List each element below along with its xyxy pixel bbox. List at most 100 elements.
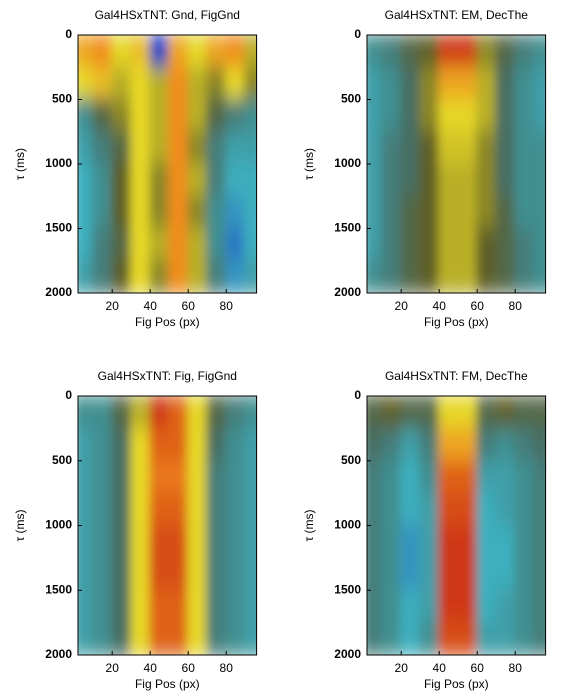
heat-cell [149, 524, 171, 559]
heat-cell [206, 427, 228, 462]
heat-cell [187, 556, 209, 592]
heat-cell [514, 259, 536, 293]
heat-cell [438, 556, 460, 592]
heat-cell [187, 492, 209, 527]
heat-cell [78, 35, 95, 69]
y-tick-label: 0 [354, 27, 361, 41]
heat-cell [514, 621, 536, 655]
heat-cell [168, 163, 190, 198]
heatmap-body [367, 396, 546, 655]
heat-cell [244, 130, 257, 165]
heat-cell [367, 621, 384, 655]
heat-cell [514, 427, 536, 462]
heat-cell [92, 227, 114, 262]
heat-cell [514, 396, 536, 430]
heat-cell [206, 459, 228, 495]
heat-cell [187, 259, 209, 293]
x-tick-label: 20 [106, 299, 120, 313]
heat-cell [419, 195, 441, 230]
heat-cell [168, 396, 190, 430]
y-tick-label: 0 [354, 388, 361, 402]
heat-cell [514, 589, 536, 624]
heat-cell [206, 195, 228, 230]
y-tick-label: 1000 [334, 518, 361, 532]
y-tick-label: 0 [65, 388, 72, 402]
heat-cell [476, 621, 498, 655]
heat-cell [419, 459, 441, 495]
y-axis-label: τ (ms) [13, 509, 27, 541]
heat-cell [400, 427, 422, 462]
heat-cell [244, 556, 257, 592]
heat-cell [92, 427, 114, 462]
heat-cell [111, 195, 133, 230]
heat-cell [244, 227, 257, 262]
heatmap-body [78, 35, 257, 293]
heat-cell [457, 589, 479, 624]
heat-cell [111, 35, 133, 69]
heat-cell [111, 130, 133, 165]
heat-cell [111, 66, 133, 101]
y-tick-label: 1000 [45, 518, 72, 532]
heat-cell [149, 396, 171, 430]
heat-cell [168, 227, 190, 262]
heat-cell [244, 621, 257, 655]
heat-cell [187, 459, 209, 495]
heat-cell [514, 66, 536, 101]
heat-cell [78, 163, 95, 198]
chart-title: Gal4HSxTNT: Fig, FigGnd [98, 369, 237, 383]
heat-cell [533, 227, 546, 262]
heat-cell [168, 66, 190, 101]
heat-cell [533, 130, 546, 165]
y-tick-label: 1500 [334, 221, 361, 235]
heat-cell [476, 35, 498, 69]
heat-cell [130, 195, 152, 230]
heat-cell [381, 556, 403, 592]
heat-cell [381, 621, 403, 655]
heat-cell [400, 130, 422, 165]
heat-cell [457, 427, 479, 462]
heat-cell [111, 227, 133, 262]
heat-cell [438, 35, 460, 69]
heat-cell [111, 427, 133, 462]
x-tick-label: 80 [509, 299, 523, 313]
heat-cell [400, 66, 422, 101]
heat-cell [130, 589, 152, 624]
heat-cell [225, 98, 247, 133]
heat-cell [244, 396, 257, 430]
heat-cell [367, 589, 384, 624]
heat-cell [244, 524, 257, 559]
heat-cell [168, 259, 190, 293]
heat-cell [400, 163, 422, 198]
heat-cell [476, 259, 498, 293]
heat-cell [187, 524, 209, 559]
heat-cell [225, 227, 247, 262]
heat-cell [476, 492, 498, 527]
heat-cell [206, 621, 228, 655]
heat-cell [400, 459, 422, 495]
heat-cell [457, 195, 479, 230]
heat-cell [244, 66, 257, 101]
heat-cell [438, 163, 460, 198]
heat-cell [457, 396, 479, 430]
heat-cell [206, 98, 228, 133]
x-tick-label: 80 [509, 661, 523, 675]
heat-cell [476, 98, 498, 133]
heat-cell [495, 66, 517, 101]
heat-cell [419, 130, 441, 165]
heat-cell [419, 396, 441, 430]
heat-cell [533, 621, 546, 655]
heat-cell [495, 98, 517, 133]
heat-cell [367, 492, 384, 527]
heat-cell [533, 427, 546, 462]
heat-cell [92, 98, 114, 133]
chart-title: Gal4HSxTNT: EM, DecThe [385, 8, 529, 22]
heat-cell [92, 259, 114, 293]
y-tick-label: 1000 [45, 156, 72, 170]
heat-cell [111, 163, 133, 198]
heat-cell [495, 195, 517, 230]
heat-cell [78, 396, 95, 430]
heat-cell [476, 130, 498, 165]
heat-cell [225, 459, 247, 495]
